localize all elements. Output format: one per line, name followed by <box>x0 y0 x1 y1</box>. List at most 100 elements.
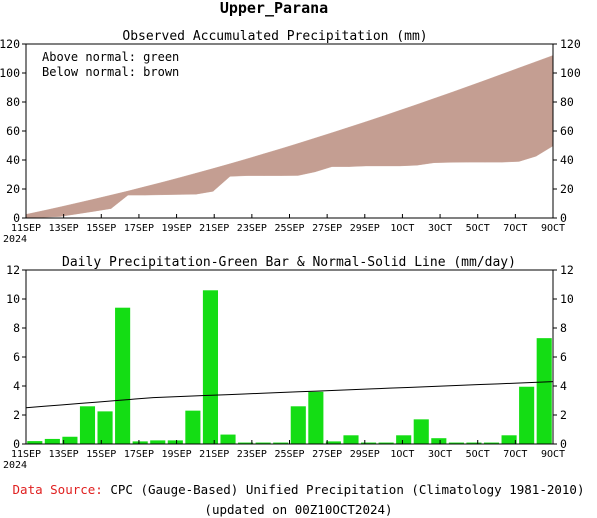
daily-y-tick-label-right: 8 <box>560 321 567 335</box>
daily-precip-bar <box>519 386 535 444</box>
accumulated-y-tick-label-right: 40 <box>560 153 574 167</box>
daily-y-tick-label-left: 10 <box>6 292 20 306</box>
accumulated-area-segment <box>59 202 78 217</box>
daily-precip-bar <box>360 442 377 444</box>
daily-x-tick-label: 7OCT <box>503 449 527 460</box>
accumulated-y-tick-label-left: 60 <box>6 124 20 138</box>
accumulated-area-segment <box>263 148 282 176</box>
daily-precip-bar <box>150 440 166 444</box>
daily-precip-bar <box>185 410 201 444</box>
accumulated-area-segment <box>450 86 469 163</box>
daily-precip-bar <box>273 442 289 444</box>
daily-y-tick-label-right: 10 <box>560 292 574 306</box>
accumulated-area-segment <box>382 109 401 167</box>
daily-x-tick-label: 3OCT <box>428 449 452 460</box>
daily-y-tick-label-left: 4 <box>13 379 20 393</box>
legend-below-normal: Below normal: brown <box>42 65 179 79</box>
accumulated-x-tick-label: 25SEP <box>274 223 304 234</box>
daily-precip-bar <box>501 435 517 444</box>
daily-precip-bar <box>62 436 78 444</box>
daily-precip-bar <box>536 338 552 444</box>
daily-x-tick-label: 17SEP <box>124 449 154 460</box>
daily-precip-bar <box>396 435 412 444</box>
accumulated-chart: Observed Accumulated Precipitation (mm) … <box>0 29 581 245</box>
daily-precip-bar <box>202 290 219 444</box>
daily-precip-bar <box>115 307 131 444</box>
accumulated-y-tick-label-right: 80 <box>560 95 574 109</box>
daily-y-tick-label-left: 0 <box>13 437 20 451</box>
accumulated-x-tick-label: 5OCT <box>466 223 490 234</box>
accumulated-area-segment <box>535 55 554 157</box>
daily-precip-bar <box>132 441 148 444</box>
daily-x-tick-label: 1OCT <box>390 449 414 460</box>
daily-precip-bar <box>483 442 500 444</box>
accumulated-x-tick-label: 11SEP <box>11 223 41 234</box>
daily-precip-bar <box>255 442 271 444</box>
accumulated-area-segment <box>25 210 44 218</box>
accumulated-area-segment <box>314 132 333 173</box>
accumulated-area-segment <box>501 67 520 163</box>
daily-precip-bar <box>290 406 306 444</box>
daily-precip-bar <box>44 438 60 444</box>
daily-precip-bar <box>238 442 254 444</box>
accumulated-x-tick-label: 29SEP <box>350 223 380 234</box>
accumulated-area-segment <box>467 80 486 163</box>
accumulated-x-tick-label: 9OCT <box>541 223 565 234</box>
daily-precip-bar <box>97 411 113 444</box>
daily-precip-bar <box>308 391 324 444</box>
accumulated-area-segment <box>365 115 384 167</box>
daily-x-tick-label: 9OCT <box>541 449 565 460</box>
accumulated-area-segment <box>484 73 503 163</box>
accumulated-x-tick-label: 27SEP <box>312 223 342 234</box>
daily-x-tick-label: 27SEP <box>312 449 342 460</box>
accumulated-area-segment <box>280 143 299 176</box>
accumulated-area-segment <box>348 121 367 167</box>
accumulated-y-tick-label-left: 20 <box>6 182 20 196</box>
daily-precip-bar <box>343 435 359 444</box>
accumulated-area-segment <box>93 194 112 212</box>
accumulated-y-tick-label-right: 0 <box>560 211 567 225</box>
accumulated-x-tick-label: 15SEP <box>86 223 116 234</box>
accumulated-area-segment <box>144 182 163 196</box>
accumulated-area-layer <box>25 55 554 218</box>
daily-x-tick-label: 5OCT <box>466 449 490 460</box>
accumulated-area-segment <box>331 126 350 167</box>
accumulated-y-tick-label-left: 40 <box>6 153 20 167</box>
daily-axes: 0 0 2 2 4 4 6 6 8 8 10 10 12 12 11SEP 13SEP 15SEP 17SEP 19… <box>3 263 574 471</box>
accumulated-axes: 0 0 20 20 40 40 60 60 80 80 100 100 120 120 11SEP 13SEP… <box>0 37 581 245</box>
accumulated-area-segment <box>416 98 435 166</box>
accumulated-area-segment <box>161 177 180 196</box>
daily-precip-bar <box>448 442 464 444</box>
daily-bars-layer <box>27 290 552 444</box>
daily-precip-bar <box>79 406 96 444</box>
daily-x-tick-label: 29SEP <box>350 449 380 460</box>
accumulated-area-segment <box>297 137 316 176</box>
daily-precip-bar <box>167 440 183 444</box>
accumulated-x-tick-label: 17SEP <box>124 223 154 234</box>
daily-x-tick-label: 21SEP <box>199 449 229 460</box>
updated-line: (updated on 00Z10OCT2024) <box>204 502 393 517</box>
accumulated-x-tick-label: 13SEP <box>49 223 79 234</box>
daily-precip-bar <box>220 434 236 444</box>
accumulated-area-segment <box>127 186 146 196</box>
accumulated-area-segment <box>76 198 95 215</box>
daily-y-tick-label-left: 8 <box>13 321 20 335</box>
accumulated-area-segment <box>110 190 129 209</box>
daily-x-tick-label: 23SEP <box>237 449 267 460</box>
daily-x-year-label: 2024 <box>3 460 27 471</box>
accumulated-x-tick-label: 23SEP <box>237 223 267 234</box>
daily-y-tick-label-right: 0 <box>560 437 567 451</box>
accumulated-x-tick-label: 21SEP <box>199 223 229 234</box>
accumulated-y-tick-label-left: 0 <box>13 211 20 225</box>
daily-x-tick-label: 19SEP <box>162 449 192 460</box>
accumulated-x-tick-label: 7OCT <box>503 223 527 234</box>
daily-y-tick-label-right: 6 <box>560 350 567 364</box>
daily-y-tick-label-right: 4 <box>560 379 567 393</box>
accumulated-y-tick-label-left: 80 <box>6 95 20 109</box>
daily-y-tick-label-right: 2 <box>560 408 567 422</box>
accumulated-area-segment <box>212 163 231 192</box>
accumulated-chart-title: Observed Accumulated Precipitation (mm) <box>122 29 427 44</box>
daily-chart-title: Daily Precipitation-Green Bar & Normal-S… <box>62 255 516 270</box>
accumulated-x-tick-label: 19SEP <box>162 223 192 234</box>
